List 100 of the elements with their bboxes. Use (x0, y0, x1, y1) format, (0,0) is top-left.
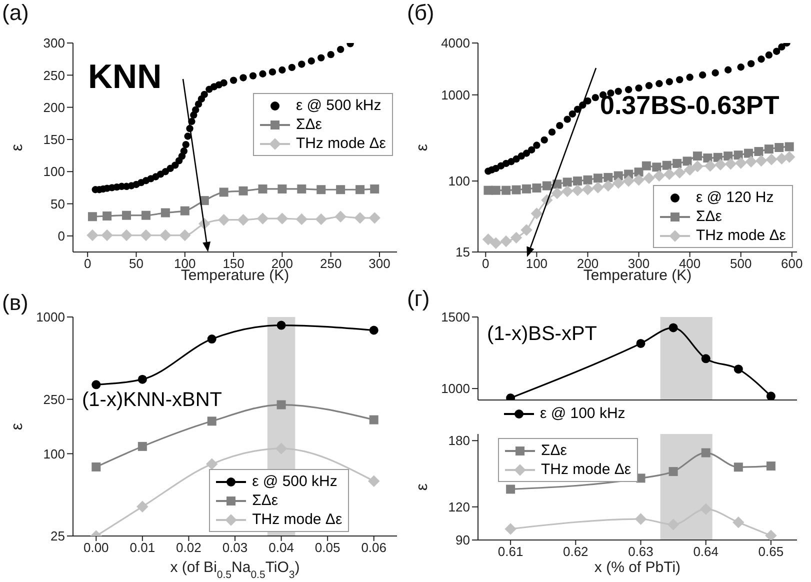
point (92, 462, 101, 472)
point (636, 338, 646, 348)
point (548, 128, 556, 136)
point (207, 416, 216, 426)
point (724, 158, 736, 170)
point (101, 229, 113, 242)
annotation: 0.37BS-0.63PT (600, 90, 780, 120)
point (370, 184, 380, 194)
y-tick-label: 1500 (441, 310, 470, 325)
point (656, 80, 663, 88)
x-axis-title: x (of Bi$_{0.5}$Na$_{0.5}$TiO$_{3}$) (170, 559, 300, 581)
point (562, 178, 572, 187)
point (734, 150, 743, 160)
y-axis-title: ε (9, 422, 26, 430)
point (573, 176, 582, 186)
legend-label: THz mode Δε (696, 226, 786, 245)
point (583, 175, 592, 184)
point (783, 151, 796, 163)
y-tick-label: 100 (43, 164, 65, 180)
point (220, 79, 228, 86)
y-tick-label: 120 (448, 499, 470, 514)
point (92, 380, 101, 390)
point (582, 184, 594, 196)
point (744, 148, 754, 158)
point (336, 46, 344, 54)
point (592, 94, 599, 102)
legend-label: ε @ 500 kHz (296, 96, 382, 115)
point (259, 70, 266, 78)
point (704, 160, 716, 172)
point (268, 68, 276, 76)
point (734, 364, 743, 374)
legend-label: ε @ 120 Hz (696, 188, 774, 207)
point (120, 229, 132, 242)
y-tick-label: 50 (50, 196, 65, 212)
point (765, 530, 777, 540)
point (772, 48, 780, 55)
x-tick-label: 500 (730, 256, 752, 272)
point (334, 210, 346, 222)
point (766, 392, 776, 400)
legend-label: ΣΔε (696, 207, 722, 226)
point (276, 212, 288, 224)
chart-title: (в) (2, 290, 28, 316)
y-tick-label: 1000 (441, 87, 470, 102)
point (238, 186, 248, 196)
point (701, 354, 710, 364)
y-tick-label: 200 (43, 100, 65, 115)
point (258, 184, 268, 194)
point (764, 144, 774, 154)
point (542, 181, 552, 190)
point (102, 211, 112, 220)
legend-label: THz mode Δε (541, 460, 632, 479)
point (207, 334, 216, 344)
y-tick-label: 150 (43, 132, 65, 148)
point (714, 158, 726, 170)
point (522, 184, 531, 194)
point (686, 74, 694, 81)
point (712, 69, 719, 76)
x-tick-label: 0.03 (222, 540, 248, 556)
point (530, 208, 543, 220)
point (592, 182, 604, 194)
y-tick-label: 1000 (36, 310, 65, 325)
point (698, 71, 706, 79)
point (668, 323, 678, 332)
point (491, 186, 500, 195)
x-tick-label: 0 (84, 256, 92, 272)
point (160, 229, 172, 242)
legend-label: ΣΔε (541, 441, 567, 460)
point (528, 146, 536, 154)
point (179, 229, 191, 242)
annotation: (1-x)KNN-xBNT (82, 389, 222, 411)
point (784, 142, 794, 152)
point (754, 147, 764, 156)
point (564, 116, 571, 123)
chart-title: (г) (407, 286, 430, 312)
point (735, 157, 747, 169)
point (86, 229, 98, 242)
point (734, 462, 743, 472)
y-axis-title: ε (9, 144, 26, 152)
x-tick-label: 50 (129, 256, 144, 272)
legend-label: ΣΔε (252, 491, 278, 510)
y-axis-title: ε (414, 483, 431, 491)
point (724, 152, 733, 161)
legend-label: THz mode Δε (296, 134, 386, 153)
annotation: (1-x)BS-xPT (487, 323, 597, 345)
point (298, 60, 306, 68)
y-axis-title: ε (414, 144, 431, 152)
point (368, 475, 380, 487)
point (230, 76, 238, 84)
x-tick-label: 0.64 (693, 544, 719, 560)
x-tick-label: 0.05 (314, 540, 340, 556)
y-tick-label: 250 (43, 392, 65, 407)
point (765, 51, 773, 59)
point (184, 132, 192, 140)
point (512, 155, 520, 163)
point (502, 186, 511, 195)
chart-title: (a) (2, 0, 29, 26)
point (568, 110, 576, 118)
point (138, 374, 147, 384)
point (512, 185, 521, 194)
point (684, 164, 696, 176)
